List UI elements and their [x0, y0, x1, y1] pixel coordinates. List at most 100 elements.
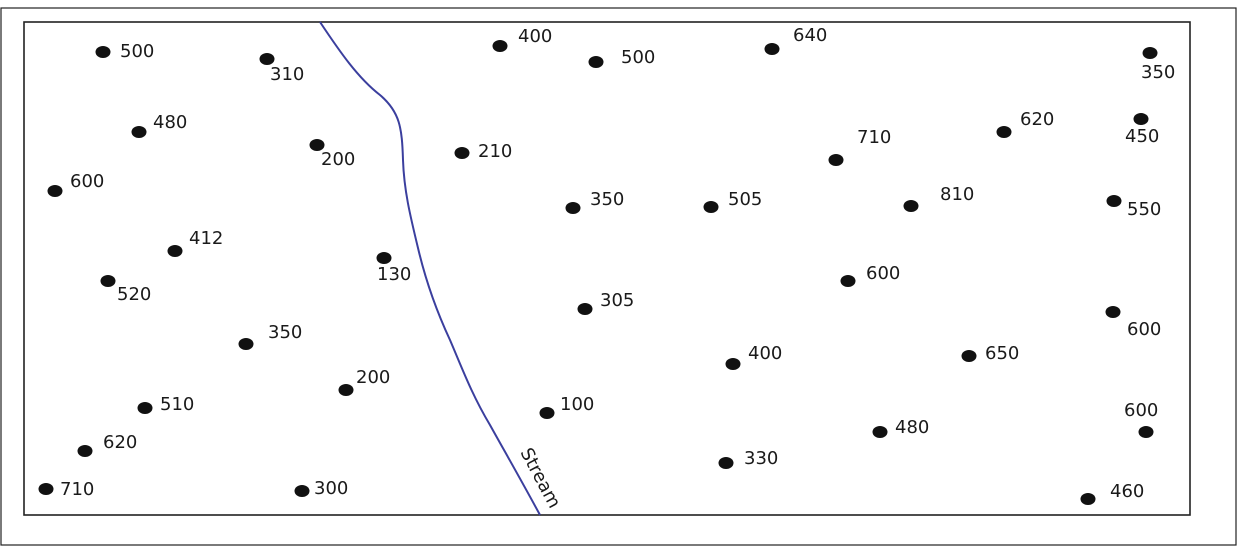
point-marker [725, 358, 741, 370]
sample-point: 650 [961, 343, 1019, 364]
point-value-label: 640 [793, 25, 827, 46]
point-value-label: 650 [985, 343, 1019, 364]
sample-point: 350 [565, 189, 624, 214]
sample-point: 480 [872, 417, 929, 438]
point-marker [903, 200, 919, 212]
sample-point: 480 [131, 112, 187, 138]
sample-point: 500 [95, 41, 154, 62]
point-marker [338, 384, 354, 396]
point-marker [77, 445, 93, 457]
point-value-label: 710 [60, 479, 94, 500]
sample-point: 600 [1124, 400, 1158, 438]
point-marker [454, 147, 470, 159]
point-marker [1080, 493, 1096, 505]
point-value-label: 100 [560, 394, 594, 415]
point-value-label: 600 [866, 263, 900, 284]
point-marker [294, 485, 310, 497]
point-marker [1138, 426, 1154, 438]
sample-point: 200 [309, 139, 355, 170]
sample-point: 520 [100, 275, 151, 305]
point-marker [131, 126, 147, 138]
point-value-label: 330 [744, 448, 778, 469]
point-marker [95, 46, 111, 58]
sample-point: 600 [47, 171, 104, 197]
point-marker [376, 252, 392, 264]
sample-point: 350 [238, 322, 302, 350]
sample-point: 600 [1105, 306, 1161, 340]
point-value-label: 200 [356, 367, 390, 388]
map-border [23, 21, 1191, 516]
point-value-label: 400 [518, 26, 552, 47]
sample-point: 300 [294, 478, 348, 499]
sample-point: 510 [137, 394, 194, 415]
point-marker [996, 126, 1012, 138]
point-marker [137, 402, 153, 414]
sample-point: 810 [903, 184, 974, 212]
point-value-label: 600 [70, 171, 104, 192]
sample-point: 400 [492, 26, 552, 52]
point-marker [1105, 306, 1121, 318]
sample-point: 305 [577, 290, 634, 315]
sample-point: 130 [376, 252, 411, 285]
point-marker [100, 275, 116, 287]
sample-point: 500 [588, 47, 655, 68]
point-value-label: 460 [1110, 481, 1144, 502]
point-value-label: 350 [1141, 62, 1175, 83]
point-value-label: 350 [268, 322, 302, 343]
point-marker [703, 201, 719, 213]
point-value-label: 500 [120, 41, 154, 62]
sample-point: 412 [167, 228, 223, 257]
point-marker [1106, 195, 1122, 207]
point-marker [588, 56, 604, 68]
point-value-label: 200 [321, 149, 355, 170]
point-value-label: 210 [478, 141, 512, 162]
point-marker [167, 245, 183, 257]
sample-point: 620 [996, 109, 1054, 138]
sample-point: 600 [840, 263, 900, 287]
sample-point: 710 [828, 127, 891, 166]
point-value-label: 620 [103, 432, 137, 453]
outer-frame [0, 7, 1237, 546]
sample-point: 505 [703, 189, 762, 213]
sample-point: 100 [539, 394, 594, 419]
sample-points: 500 310 400 500 640 350 480 200 210 710 620 450 600 3… [38, 25, 1175, 505]
point-value-label: 300 [314, 478, 348, 499]
point-value-label: 520 [117, 284, 151, 305]
point-marker [1133, 113, 1149, 125]
point-marker [309, 139, 325, 151]
point-value-label: 305 [600, 290, 634, 311]
point-value-label: 480 [153, 112, 187, 133]
sample-point: 450 [1125, 113, 1159, 147]
sample-point: 620 [77, 432, 137, 457]
sample-point: 550 [1106, 195, 1161, 220]
point-marker [961, 350, 977, 362]
point-marker [872, 426, 888, 438]
stream-label: Stream [516, 444, 565, 511]
point-marker [718, 457, 734, 469]
point-value-label: 500 [621, 47, 655, 68]
point-marker [539, 407, 555, 419]
point-marker [828, 154, 844, 166]
sample-point: 200 [338, 367, 390, 396]
point-value-label: 412 [189, 228, 223, 249]
point-value-label: 600 [1127, 319, 1161, 340]
point-marker [1142, 47, 1158, 59]
sample-point: 710 [38, 479, 94, 500]
point-marker [259, 53, 275, 65]
sample-point: 400 [725, 343, 782, 370]
sample-point: 350 [1141, 47, 1175, 83]
sample-point: 460 [1080, 481, 1144, 505]
point-marker [577, 303, 593, 315]
point-value-label: 130 [377, 264, 411, 285]
point-value-label: 810 [940, 184, 974, 205]
point-value-label: 450 [1125, 126, 1159, 147]
point-value-label: 310 [270, 64, 304, 85]
point-value-label: 350 [590, 189, 624, 210]
point-value-label: 400 [748, 343, 782, 364]
point-value-label: 550 [1127, 199, 1161, 220]
point-marker [764, 43, 780, 55]
sample-point: 640 [764, 25, 827, 55]
point-marker [565, 202, 581, 214]
